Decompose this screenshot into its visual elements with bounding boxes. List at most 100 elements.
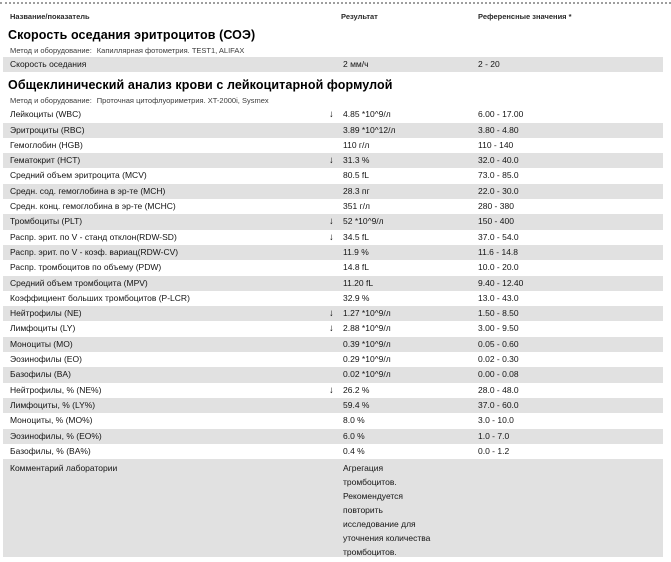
table-row: Моноциты, % (MO%) 8.0 % 3.0 - 10.0 xyxy=(3,413,663,429)
low-value-arrow-icon: ↓ xyxy=(329,384,334,396)
parameter-name: Распр. тромбоцитов по объему (PDW) xyxy=(10,262,162,273)
reference-range: 0.00 - 0.08 xyxy=(478,369,519,380)
reference-range: 9.40 - 12.40 xyxy=(478,277,524,288)
parameter-name: Лимфоциты (LY) xyxy=(10,323,76,334)
table-row: Лейкоциты (WBC) ↓ 4.85 *10^9/л 6.00 - 17… xyxy=(3,107,663,123)
parameter-name: Распр. эрит. по V - коэф. вариац(RDW-CV) xyxy=(10,246,179,257)
parameter-name: Гемоглобин (HGB) xyxy=(10,139,83,150)
method-label: Метод и оборудование: xyxy=(10,96,92,106)
result-value: Агрегация тромбоцитов. Рекомендуется повтор… xyxy=(343,463,431,558)
page-top-separator xyxy=(0,2,671,4)
method-value: Проточная цитофлуориметрия. XT-2000i, Sy… xyxy=(96,96,269,106)
parameter-name: Нейтрофилы (NE) xyxy=(10,308,82,319)
result-value: 34.5 fL xyxy=(343,231,369,242)
reference-range: 2 - 20 xyxy=(478,59,500,69)
parameter-name: Моноциты (MO) xyxy=(10,338,73,349)
reference-range: 280 - 380 xyxy=(478,201,514,212)
table-header-row: Название/показатель Результат Референсны… xyxy=(0,12,671,22)
table-row: Скорость оседания 2 мм/ч 2 - 20 xyxy=(3,57,663,73)
reference-range: 11.6 - 14.8 xyxy=(478,246,519,257)
method-label: Метод и оборудование: xyxy=(10,46,92,55)
column-header-reference: Референсные значения * xyxy=(478,12,572,21)
result-value: 2.88 *10^9/л xyxy=(343,323,391,334)
result-value: 1.27 *10^9/л xyxy=(343,308,391,319)
parameter-name: Распр. эрит. по V - станд отклон(RDW-SD) xyxy=(10,231,177,242)
table-row: Коэффициент больших тромбоцитов (P-LCR) … xyxy=(3,290,663,307)
parameter-name: Средн. сод. гемоглобина в эр-те (MCH) xyxy=(10,185,166,196)
parameter-name: Эозинофилы, % (EO%) xyxy=(10,430,102,441)
parameter-name: Средний объем тромбоцита (MPV) xyxy=(10,277,148,288)
reference-range: 1.50 - 8.50 xyxy=(478,308,519,319)
low-value-arrow-icon: ↓ xyxy=(329,216,334,228)
table-row: Средний объем эритроцита (MCV) 80.5 fL 7… xyxy=(3,168,663,184)
parameter-name: Гематокрит (HCT) xyxy=(10,155,81,166)
parameter-name: Эозинофилы (EO) xyxy=(10,354,82,365)
table-row: Нейтрофилы (NE) ↓ 1.27 *10^9/л 1.50 - 8.… xyxy=(3,306,663,322)
table-row: Нейтрофилы, % (NE%) ↓ 26.2 % 28.0 - 48.0 xyxy=(3,382,663,398)
reference-range: 37.0 - 60.0 xyxy=(478,399,519,410)
reference-range: 13.0 - 43.0 xyxy=(478,292,519,303)
section-rows: Лейкоциты (WBC) ↓ 4.85 *10^9/л 6.00 - 17… xyxy=(0,107,671,558)
result-value: 110 г/л xyxy=(343,139,370,150)
table-row: Лимфоциты, % (LY%) 59.4 % 37.0 - 60.0 xyxy=(3,397,663,414)
reference-range: 32.0 - 40.0 xyxy=(478,155,519,166)
reference-range: 10.0 - 20.0 xyxy=(478,262,519,273)
reference-range: 3.80 - 4.80 xyxy=(478,124,519,135)
result-value: 28.3 пг xyxy=(343,185,370,196)
result-value: 80.5 fL xyxy=(343,170,369,181)
table-row: Лимфоциты (LY) ↓ 2.88 *10^9/л 3.00 - 9.5… xyxy=(3,321,663,337)
reference-range: 6.00 - 17.00 xyxy=(478,109,524,120)
table-row: Распр. эрит. по V - станд отклон(RDW-SD)… xyxy=(3,229,663,245)
reference-range: 0.0 - 1.2 xyxy=(478,445,510,456)
parameter-name: Базофилы, % (BA%) xyxy=(10,445,91,456)
parameter-name: Нейтрофилы, % (NE%) xyxy=(10,384,102,395)
method-value: Капиллярная фотометрия. TEST1, ALIFAX xyxy=(96,46,245,55)
table-row: Гематокрит (HCT) ↓ 31.3 % 32.0 - 40.0 xyxy=(3,153,663,169)
result-value: 8.0 % xyxy=(343,415,365,426)
parameter-name: Скорость оседания xyxy=(10,59,87,69)
low-value-arrow-icon: ↓ xyxy=(329,109,334,121)
reference-range: 0.05 - 0.60 xyxy=(478,338,519,349)
method-line: Метод и оборудование: Капиллярная фотомет… xyxy=(10,46,671,55)
result-value: 52 *10^9/л xyxy=(343,216,384,227)
result-value: 2 мм/ч xyxy=(343,59,369,69)
report-sections: Скорость оседания эритроцитов (СОЭ) Мето… xyxy=(0,28,671,558)
table-row: Эритроциты (RBC) 3.89 *10^12/л 3.80 - 4.… xyxy=(3,122,663,138)
table-row: Распр. тромбоцитов по объему (PDW) 14.8 … xyxy=(3,260,663,276)
reference-range: 3.0 - 10.0 xyxy=(478,415,514,426)
table-row: Базофилы, % (BA%) 0.4 % 0.0 - 1.2 xyxy=(3,443,663,460)
reference-range: 73.0 - 85.0 xyxy=(478,170,519,181)
low-value-arrow-icon: ↓ xyxy=(329,155,334,167)
result-value: 0.29 *10^9/л xyxy=(343,354,391,365)
result-value: 59.4 % xyxy=(343,399,370,410)
table-row: Распр. эрит. по V - коэф. вариац(RDW-CV)… xyxy=(3,244,663,261)
table-row: Средний объем тромбоцита (MPV) 11.20 fL … xyxy=(3,275,663,291)
table-row: Средн. сод. гемоглобина в эр-те (MCH) 28… xyxy=(3,183,663,200)
reference-range: 0.02 - 0.30 xyxy=(478,354,519,365)
result-value: 0.02 *10^9/л xyxy=(343,369,391,380)
parameter-name: Эритроциты (RBC) xyxy=(10,124,85,135)
method-line: Метод и оборудование: Проточная цитофлуор… xyxy=(10,96,671,105)
result-value: 4.85 *10^9/л xyxy=(343,109,391,120)
reference-range: 37.0 - 54.0 xyxy=(478,231,519,242)
result-value: 6.0 % xyxy=(343,430,365,441)
table-row: Эозинофилы (EO) 0.29 *10^9/л 0.02 - 0.30 xyxy=(3,352,663,368)
result-value: 31.3 % xyxy=(343,155,370,166)
result-value: 14.8 fL xyxy=(343,262,369,273)
low-value-arrow-icon: ↓ xyxy=(329,323,334,335)
result-value: 26.2 % xyxy=(343,384,370,395)
table-row: Комментарий лаборатории Агрегация тромбоц… xyxy=(3,459,663,558)
parameter-name: Коэффициент больших тромбоцитов (P-LCR) xyxy=(10,292,190,303)
parameter-name: Тромбоциты (PLT) xyxy=(10,216,83,227)
result-value: 0.4 % xyxy=(343,445,365,456)
table-row: Базофилы (BA) 0.02 *10^9/л 0.00 - 0.08 xyxy=(3,367,663,383)
result-value: 11.20 fL xyxy=(343,277,374,288)
table-row: Гемоглобин (HGB) 110 г/л 110 - 140 xyxy=(3,137,663,154)
result-value: 0.39 *10^9/л xyxy=(343,338,391,349)
section-title: Общеклинический анализ крови с лейкоцита… xyxy=(8,78,393,93)
result-value: 32.9 % xyxy=(343,292,370,303)
report-section: Скорость оседания эритроцитов (СОЭ) Мето… xyxy=(0,28,671,73)
result-value: 11.9 % xyxy=(343,246,369,257)
table-row: Эозинофилы, % (EO%) 6.0 % 1.0 - 7.0 xyxy=(3,428,663,444)
